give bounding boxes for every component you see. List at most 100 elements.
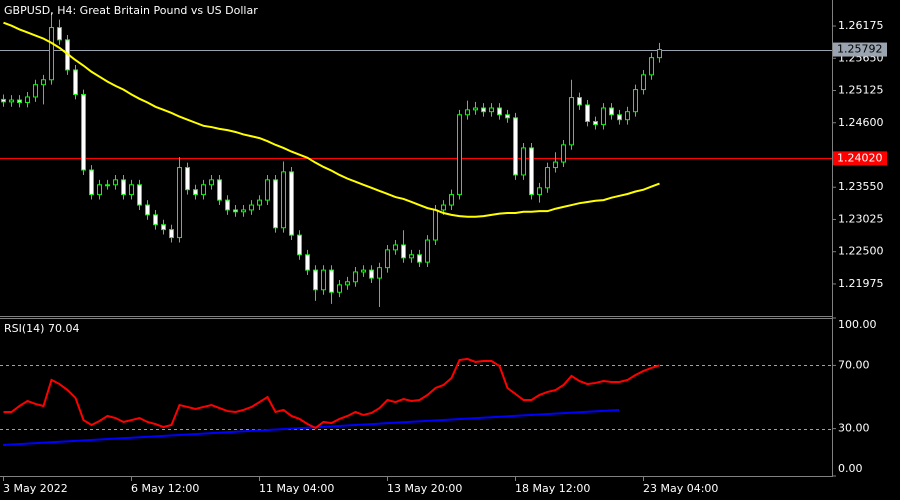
chart-title: GBPUSD, H4: Great Britain Pound vs US Do…: [4, 4, 258, 17]
candle-body: [369, 269, 374, 279]
candle-body: [465, 109, 470, 116]
candle-body: [417, 254, 422, 263]
candle-body: [41, 79, 46, 86]
candle-body: [145, 204, 150, 216]
y-tick-label: 1.26175: [838, 19, 884, 32]
candle-body: [633, 89, 638, 113]
candle-body: [577, 97, 582, 106]
candle-body: [329, 269, 334, 293]
candle-body: [569, 97, 574, 146]
candle-body: [233, 209, 238, 213]
candle-body: [377, 267, 382, 279]
candle-body: [497, 107, 502, 116]
rsi-line: [3, 357, 660, 430]
candle-body: [601, 107, 606, 126]
y-tick-label: 1.23025: [838, 212, 884, 225]
candle-body: [105, 184, 110, 187]
candle-body: [121, 179, 126, 196]
rsi-title: RSI(14) 70.04: [4, 322, 79, 335]
candle-body: [361, 269, 366, 273]
candle-body: [473, 107, 478, 111]
candle-body: [649, 57, 654, 76]
candle-body: [401, 244, 406, 259]
candle-body: [353, 271, 358, 283]
candle-body: [49, 27, 54, 81]
candle-body: [249, 204, 254, 211]
candle-body: [545, 167, 550, 189]
candle-body: [129, 184, 134, 196]
x-tick-label: 3 May 2022: [3, 482, 68, 495]
candle-body: [393, 244, 398, 251]
candle-body: [505, 114, 510, 119]
y-tick-label: 70.00: [838, 358, 870, 371]
candle-body: [177, 167, 182, 239]
candle-body: [33, 84, 38, 98]
candle-body: [17, 99, 22, 103]
x-tick-label: 6 May 12:00: [131, 482, 199, 495]
candle-body: [305, 254, 310, 271]
candle-body: [137, 184, 142, 206]
y-tick-label: 1.25125: [838, 84, 884, 97]
candle-body: [593, 121, 598, 126]
y-tick-label: 1.21975: [838, 277, 884, 290]
y-tick-label: 1.24600: [838, 116, 884, 129]
candle-body: [617, 114, 622, 121]
candle-body: [385, 249, 390, 269]
candle-body: [489, 107, 494, 113]
price-label-box: [833, 42, 887, 57]
candle-body: [241, 209, 246, 213]
x-tick-label: 18 May 12:00: [515, 482, 590, 495]
candle-body: [457, 114, 462, 196]
candle-body: [521, 147, 526, 176]
candle-body: [609, 107, 614, 116]
candle-body: [425, 239, 430, 263]
candle-body: [297, 234, 302, 256]
candle-body: [185, 167, 190, 191]
candle-body: [169, 229, 174, 239]
hline-label-box: [833, 151, 887, 166]
candle-body: [225, 199, 230, 211]
candle-body: [209, 179, 214, 186]
candle-body: [289, 171, 294, 236]
candle-body: [561, 144, 566, 163]
candle-body: [321, 269, 326, 291]
candle-body: [217, 179, 222, 201]
candle-body: [9, 99, 14, 103]
candle-body: [161, 224, 166, 231]
candle-body: [81, 94, 86, 171]
candle-body: [273, 179, 278, 229]
x-tick-label: 11 May 04:00: [259, 482, 334, 495]
candle-body: [281, 171, 286, 229]
y-tick-label: 1.22500: [838, 245, 884, 258]
candle-body: [657, 49, 662, 59]
candle-body: [449, 194, 454, 206]
x-tick-label: 23 May 04:00: [643, 482, 718, 495]
y-tick-label: 1.23550: [838, 180, 884, 193]
candle-body: [153, 214, 158, 226]
candle-body: [113, 179, 118, 186]
price-label: 1.25792: [837, 43, 883, 56]
candle-body: [345, 281, 350, 286]
candle-body: [313, 269, 318, 291]
candle-body: [433, 209, 438, 241]
candle-body: [441, 204, 446, 211]
candle-body: [625, 111, 630, 121]
candle-body: [193, 189, 198, 196]
candle-body: [513, 117, 518, 176]
moving-average: [3, 21, 660, 218]
candle-body: [73, 69, 78, 96]
candle-body: [337, 284, 342, 293]
candle-body: [481, 107, 486, 113]
y-tick-label: 0.00: [838, 462, 863, 475]
trendline: [2, 408, 620, 447]
candle-body: [201, 184, 206, 196]
candle-body: [537, 187, 542, 196]
candle-body: [409, 254, 414, 259]
candle-body: [553, 161, 558, 169]
x-tick-label: 13 May 20:00: [387, 482, 462, 495]
y-tick-label: 30.00: [838, 422, 870, 435]
